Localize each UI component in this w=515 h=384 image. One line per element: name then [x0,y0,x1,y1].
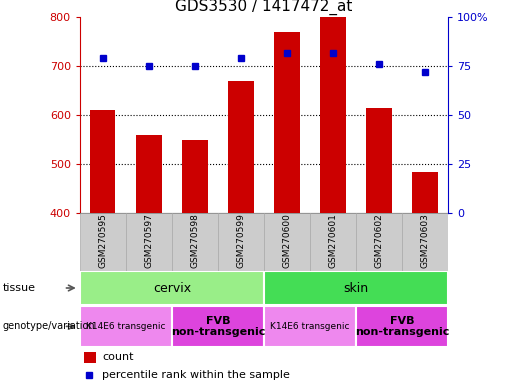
Bar [182,140,208,213]
Text: GSM270603: GSM270603 [421,214,430,268]
Text: GSM270602: GSM270602 [374,214,384,268]
Text: GSM270597: GSM270597 [144,214,153,268]
Text: K14E6 transgenic: K14E6 transgenic [270,322,350,331]
Bar [413,172,438,213]
Bar [264,306,356,347]
Bar [80,213,126,271]
Text: GSM270599: GSM270599 [236,214,246,268]
Text: GSM270595: GSM270595 [98,214,107,268]
Bar [90,110,115,213]
Bar [228,81,253,213]
Text: GSM270601: GSM270601 [329,214,337,268]
Bar [80,271,264,305]
Bar [356,213,402,271]
Bar [80,306,172,347]
Text: cervix: cervix [153,281,191,295]
Bar [126,213,172,271]
Bar [402,213,448,271]
Bar [274,32,300,213]
Bar [172,306,264,347]
Text: tissue: tissue [3,283,36,293]
Text: genotype/variation: genotype/variation [3,321,95,331]
Bar [366,108,392,213]
Bar [320,17,346,213]
Bar [310,213,356,271]
Bar [172,213,218,271]
Text: FVB
non-transgenic: FVB non-transgenic [170,316,265,337]
Text: percentile rank within the sample: percentile rank within the sample [102,370,290,380]
Bar [136,135,162,213]
Bar [83,352,96,363]
Text: GSM270600: GSM270600 [282,214,291,268]
Bar [218,213,264,271]
Bar [264,213,310,271]
Text: GSM270598: GSM270598 [191,214,199,268]
Text: K14E6 transgenic: K14E6 transgenic [86,322,166,331]
Bar [264,271,448,305]
Text: FVB
non-transgenic: FVB non-transgenic [355,316,449,337]
Text: count: count [102,353,133,362]
Title: GDS3530 / 1417472_at: GDS3530 / 1417472_at [175,0,353,15]
Bar [356,306,448,347]
Text: skin: skin [344,281,369,295]
